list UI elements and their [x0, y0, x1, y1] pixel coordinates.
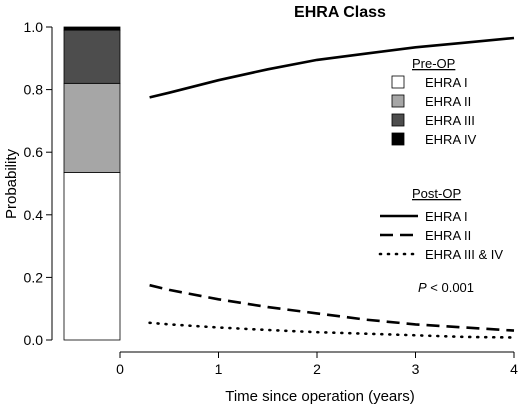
- p-value-annotation: P < 0.001: [418, 280, 474, 295]
- legend-swatch: [391, 132, 405, 146]
- pre-op-legend: Pre-OP EHRA I EHRA II EHRA III EHRA IV: [391, 56, 477, 147]
- chart-title: EHRA Class: [294, 4, 386, 21]
- legend-label: EHRA III: [425, 113, 475, 128]
- bar-segment: [63, 29, 121, 84]
- legend-swatch: [391, 113, 405, 127]
- x-tick-label: 4: [510, 361, 518, 377]
- axes: 0.0 0.2 0.4 0.6 0.8 1.0 0 1 2 3 4: [24, 19, 519, 377]
- line-series: [149, 36, 515, 99]
- legend-swatch: [391, 94, 405, 108]
- legend-swatch: [391, 75, 405, 89]
- legend-label: EHRA III & IV: [425, 247, 503, 262]
- y-tick-label: 0.8: [24, 82, 44, 98]
- y-tick-label: 0.6: [24, 144, 44, 160]
- x-tick-label: 1: [215, 361, 223, 377]
- post-op-legend-title: Post-OP: [412, 186, 461, 201]
- bar-segment: [63, 82, 121, 173]
- x-tick-label: 0: [116, 361, 124, 377]
- x-axis-title: Time since operation (years): [225, 388, 415, 405]
- line-series: [148, 321, 516, 339]
- line-series: [149, 283, 515, 332]
- bar-segment: [63, 172, 121, 341]
- pre-op-stacked-bar: [63, 26, 121, 341]
- legend-label: EHRA II: [425, 228, 471, 243]
- pre-op-legend-title: Pre-OP: [412, 56, 455, 71]
- x-tick-label: 2: [313, 361, 321, 377]
- y-tick-label: 0.2: [24, 269, 44, 285]
- y-tick-label: 0.4: [24, 207, 44, 223]
- y-axis-title: Probability: [3, 148, 20, 219]
- p-value-text: < 0.001: [427, 280, 474, 295]
- bar-segment: [63, 26, 121, 31]
- p-symbol: P: [418, 280, 427, 295]
- post-op-legend: Post-OP EHRA I EHRA II EHRA III & IV: [378, 186, 503, 262]
- legend-label: EHRA I: [425, 75, 468, 90]
- y-tick-label: 0.0: [24, 332, 44, 348]
- post-op-lines: [148, 36, 516, 339]
- x-tick-label: 3: [412, 361, 420, 377]
- legend-label: EHRA IV: [425, 132, 477, 147]
- legend-label: EHRA II: [425, 94, 471, 109]
- y-tick-label: 1.0: [24, 19, 44, 35]
- legend-label: EHRA I: [425, 209, 468, 224]
